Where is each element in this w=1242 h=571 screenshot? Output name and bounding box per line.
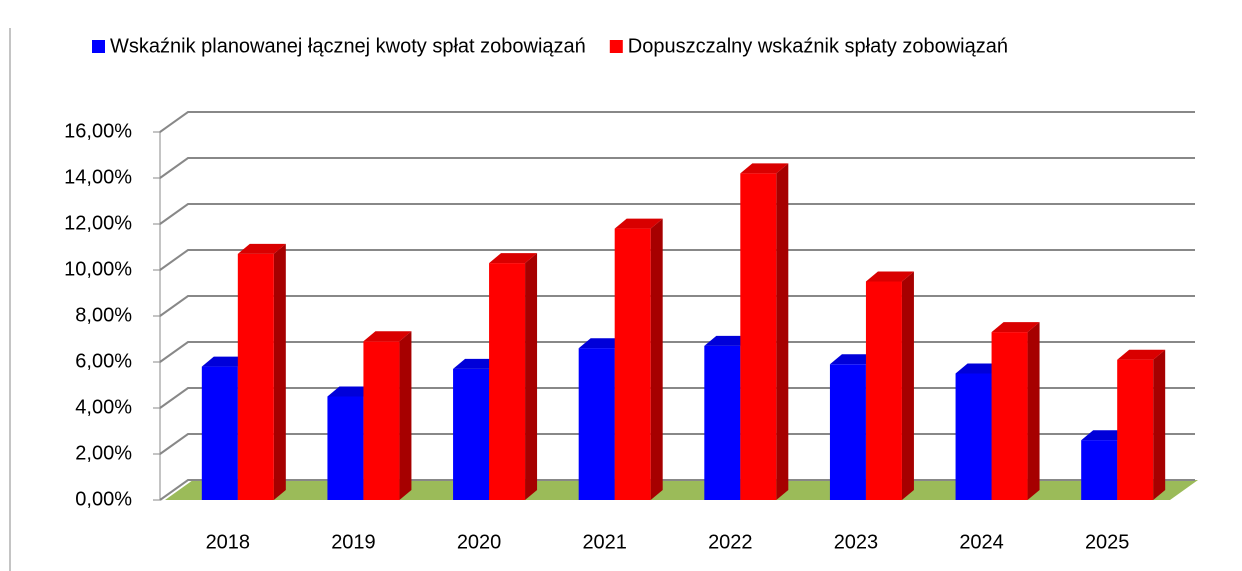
bar xyxy=(1081,440,1118,500)
grid-line xyxy=(159,387,1195,409)
bar-side xyxy=(273,243,286,500)
bar xyxy=(327,396,364,500)
x-tick-label: 2022 xyxy=(708,531,753,553)
grid-line xyxy=(159,203,1195,225)
x-tick-label: 2020 xyxy=(457,531,502,553)
grid-line xyxy=(159,433,1195,455)
legend-label: Wskaźnik planowanej łącznej kwoty spłat … xyxy=(110,35,586,57)
x-tick-label: 2018 xyxy=(206,531,251,553)
legend-swatch xyxy=(609,40,623,53)
bar-top xyxy=(363,331,412,342)
bar xyxy=(829,364,866,500)
bar-side xyxy=(776,163,789,500)
grid-line xyxy=(159,295,1195,317)
bar xyxy=(453,368,490,500)
grid-line xyxy=(159,111,1195,133)
grid-line xyxy=(159,341,1195,363)
y-tick-label: 14,00% xyxy=(64,166,132,188)
bar-top xyxy=(740,163,789,174)
bar-top xyxy=(1117,349,1166,360)
bar-side xyxy=(399,331,412,500)
y-tick-label: 4,00% xyxy=(75,396,132,418)
bar xyxy=(614,228,651,500)
bar-side xyxy=(650,218,663,500)
legend-swatch xyxy=(92,40,105,53)
y-tick-label: 2,00% xyxy=(75,442,132,464)
grid-line xyxy=(159,249,1195,271)
y-tick-label: 8,00% xyxy=(75,304,132,326)
y-tick-label: 0,00% xyxy=(75,488,132,510)
grid-line xyxy=(159,157,1195,179)
x-tick-label: 2024 xyxy=(959,531,1004,553)
bar xyxy=(489,263,526,500)
legend-label: Dopuszczalny wskaźnik spłaty zobowiązań xyxy=(628,35,1008,57)
bar-side xyxy=(525,253,538,500)
bar-top xyxy=(237,243,286,254)
bar-top xyxy=(489,253,538,264)
x-tick-label: 2021 xyxy=(582,531,627,553)
y-tick-label: 16,00% xyxy=(64,120,132,142)
bar-side xyxy=(1153,349,1166,500)
bar xyxy=(740,173,777,500)
bar xyxy=(237,253,274,500)
bar xyxy=(578,348,615,500)
bar-side xyxy=(1027,322,1040,500)
bar-top xyxy=(865,271,914,282)
bar xyxy=(363,341,400,500)
x-tick-label: 2019 xyxy=(331,531,376,553)
y-tick-label: 6,00% xyxy=(75,350,132,372)
bar-side xyxy=(901,271,914,500)
y-tick-label: 12,00% xyxy=(64,212,132,234)
x-tick-label: 2023 xyxy=(834,531,879,553)
bar xyxy=(704,345,741,500)
bar xyxy=(201,366,238,500)
bar-top xyxy=(614,218,663,229)
y-tick-label: 10,00% xyxy=(64,258,132,280)
bar xyxy=(1117,359,1154,500)
floor xyxy=(165,480,1198,500)
x-tick-label: 2025 xyxy=(1085,531,1130,553)
bar xyxy=(865,281,902,500)
bar xyxy=(991,332,1028,500)
bar-top xyxy=(991,322,1040,333)
bar xyxy=(955,373,992,500)
